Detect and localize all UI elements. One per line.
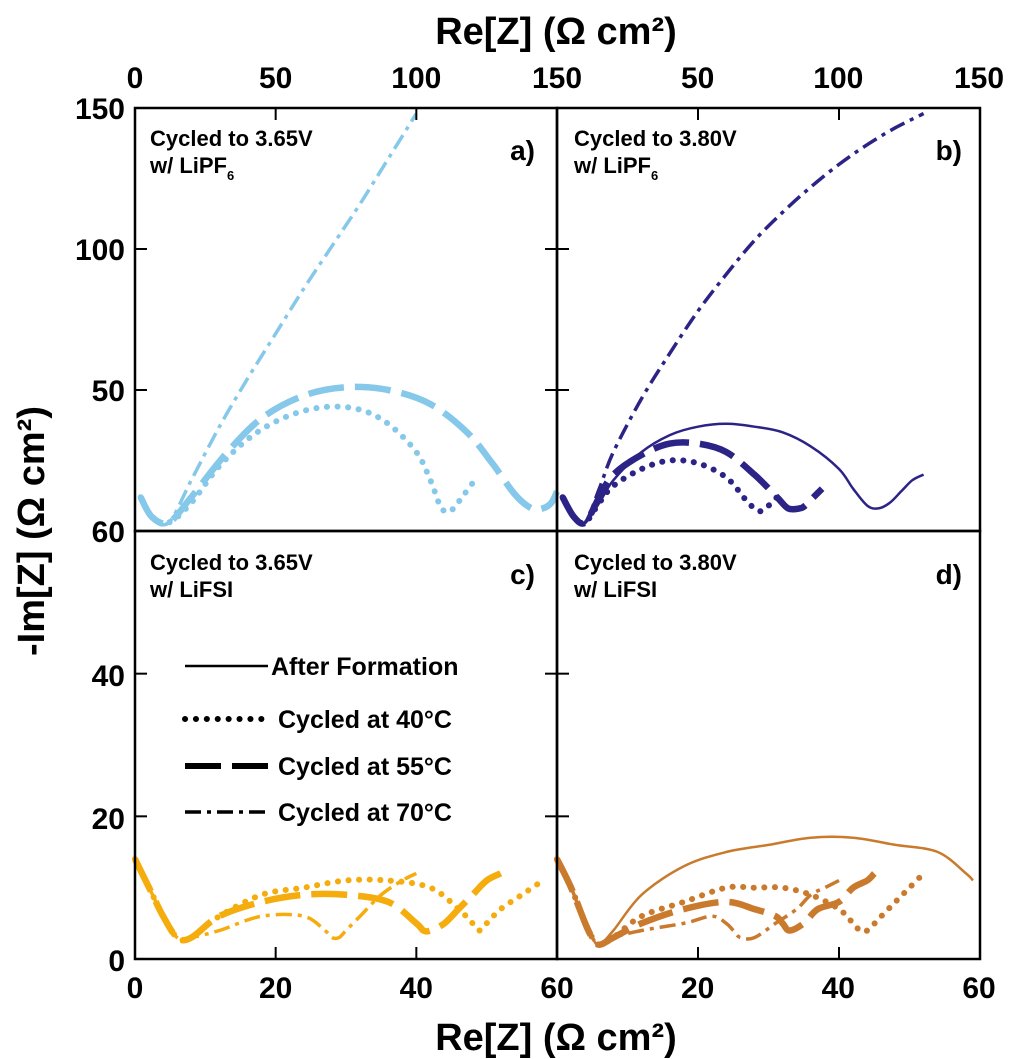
panel-d-series-dashed <box>554 857 877 948</box>
top-xtick-label-b: 150 <box>954 62 1004 95</box>
top-xtick-label-b: 50 <box>681 62 714 95</box>
top-axis-label: Re[Z] (Ω cm²) <box>435 11 677 53</box>
ytick-label-lower: 20 <box>92 803 125 836</box>
panel-d-annotation-line2: w/ LiFSI <box>573 577 657 602</box>
panel-c-series-dotted <box>132 856 546 944</box>
bottom-xtick-label-c: 0 <box>127 972 144 1005</box>
panel-b-letter: b) <box>936 135 962 166</box>
legend-label-40c: Cycled at 40°C <box>278 706 452 734</box>
panel-a-curves <box>137 112 560 527</box>
legend-label-55c: Cycled at 55°C <box>278 753 452 781</box>
top-xtick-label-a: 150 <box>532 62 582 95</box>
panel-c-annotation-line1: Cycled to 3.65V <box>150 550 313 575</box>
panel-b-annotation-line1: Cycled to 3.80V <box>574 126 737 151</box>
panel-c-annotation-line2: w/ LiFSI <box>149 577 233 602</box>
ytick-label-lower: 60 <box>92 516 125 549</box>
panel-c: Cycled to 3.65V w/ LiFSI c) After Format… <box>132 529 559 961</box>
bottom-xtick-label-c: 40 <box>400 972 433 1005</box>
panel-d: Cycled to 3.80V w/ LiFSI d) <box>545 529 982 961</box>
panel-a-annotation-line1: Cycled to 3.65V <box>150 126 313 151</box>
panel-b: Cycled to 3.80V w/ LiPF6 b) <box>545 106 982 533</box>
panel-c-series-dashdot <box>133 858 418 942</box>
panel-c-curves <box>132 856 546 944</box>
panel-d-ticks <box>545 530 981 960</box>
panel-b-series-dashdot <box>561 112 925 526</box>
bottom-xtick-label-c: 60 <box>540 972 573 1005</box>
ytick-label-upper: 150 <box>75 93 125 126</box>
panel-d-frame <box>555 529 982 961</box>
ytick-label-lower: 0 <box>108 945 125 978</box>
panel-c-letter: c) <box>510 559 535 590</box>
legend-label-70c: Cycled at 70°C <box>278 799 452 827</box>
left-axis-label: -Im[Z] (Ω cm²) <box>11 406 53 656</box>
panel-b-series-dashed <box>559 439 825 527</box>
panel-a-series-dashdot <box>139 112 418 527</box>
legend: After Formation Cycled at 40°C Cycled at… <box>182 653 459 827</box>
panel-d-series-dashdot <box>555 858 840 947</box>
top-xtick-label-b: 100 <box>813 62 863 95</box>
bottom-xtick-label-c: 20 <box>259 972 292 1005</box>
panel-a-letter: a) <box>510 135 535 166</box>
bottom-xtick-label-d: 20 <box>681 972 714 1005</box>
bottom-xtick-label-d: 60 <box>962 972 995 1005</box>
top-xtick-label-a: 0 <box>127 62 144 95</box>
panel-a: Cycled to 3.65V w/ LiPF6 a) <box>133 106 560 533</box>
panel-c-series-dashed <box>132 857 503 944</box>
panel-a-annotation-line2: w/ LiPF6 <box>149 153 234 183</box>
panel-d-curves <box>554 835 974 948</box>
panel-d-series-solid <box>555 835 974 947</box>
ytick-label-lower: 40 <box>92 660 125 693</box>
panel-b-annotation-line2: w/ LiPF6 <box>573 153 658 183</box>
panel-a-series-dotted <box>137 403 476 527</box>
panel-a-series-dashed <box>137 383 560 527</box>
top-xtick-label-a: 50 <box>259 62 292 95</box>
panel-d-annotation-line1: Cycled to 3.80V <box>574 550 737 575</box>
ytick-label-upper: 50 <box>92 375 125 408</box>
bottom-axis-label: Re[Z] (Ω cm²) <box>435 1017 677 1059</box>
panel-d-letter: d) <box>936 559 962 590</box>
bottom-xtick-label-d: 40 <box>822 972 855 1005</box>
panel-b-curves <box>559 112 925 527</box>
ytick-label-upper: 100 <box>75 234 125 267</box>
top-xtick-label-a: 100 <box>391 62 441 95</box>
legend-label-after-formation: After Formation <box>271 653 459 681</box>
